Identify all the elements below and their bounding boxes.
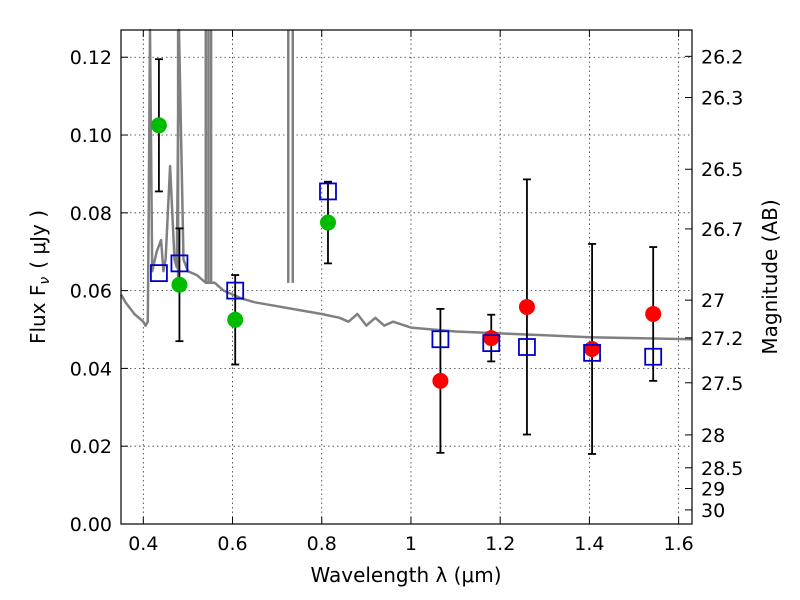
x-tick-label: 1.6: [664, 533, 694, 555]
x-tick-label: 0.8: [307, 533, 337, 555]
red-point: [432, 372, 449, 389]
y-tick-label: 0.12: [70, 47, 112, 69]
green-point: [150, 117, 167, 134]
x-tick-label: 1.2: [485, 533, 515, 555]
mag-tick-label: 26.5: [701, 159, 743, 181]
data-markers: [150, 117, 663, 389]
y-tick-label: 0.04: [70, 358, 112, 380]
y-tick-label: 0.08: [70, 203, 112, 225]
green-point: [171, 276, 188, 293]
mag-tick-label: 27: [701, 290, 725, 312]
mag-tick-label: 26.2: [701, 46, 743, 68]
x-axis-label: Wavelength λ (μm): [310, 563, 501, 587]
model-square-marker: [319, 182, 337, 201]
y-axis-left: 0.00 0.02 0.04 0.06 0.08 0.10 0.12: [70, 47, 128, 536]
x-tick-label: 0.4: [128, 533, 158, 555]
model-square-marker: [644, 347, 663, 366]
x-tick-label: 1: [405, 533, 417, 555]
red-point: [645, 305, 662, 322]
x-axis: 0.4 0.6 0.8 1 1.2 1.4 1.6: [128, 30, 694, 555]
mag-tick-label: 28: [701, 425, 725, 447]
y2-axis-label-group: Magnitude (AB): [758, 199, 782, 354]
y-axis-label-subscript: ν: [37, 277, 53, 285]
model-square-marker: [482, 334, 501, 353]
model-square-marker: [518, 338, 536, 356]
model-square-marker: [583, 343, 601, 362]
x-tick-label: 1.4: [574, 533, 604, 555]
green-point: [227, 311, 244, 328]
green-point: [319, 214, 336, 231]
red-point: [483, 330, 500, 347]
mag-tick-label: 27.2: [701, 328, 743, 350]
x-tick-label: 0.6: [217, 533, 247, 555]
y-tick-label: 0.00: [70, 514, 112, 536]
plot-frame: [120, 29, 693, 525]
model-square-marker: [226, 281, 245, 300]
mag-tick-label: 29: [701, 479, 725, 501]
svg-text:Flux Fν( μJy ): Flux Fν ( μJy ): [26, 210, 53, 344]
y-axis-label-unit: ( μJy ): [26, 210, 50, 269]
y-axis-label: Flux F: [26, 285, 50, 344]
mag-tick-label: 26.7: [701, 219, 743, 241]
mag-tick-label: 28.5: [701, 458, 743, 480]
y-tick-label: 0.06: [70, 281, 112, 303]
model-square-marker: [150, 264, 168, 283]
mag-tick-label: 27.5: [701, 373, 743, 395]
plot-background: [121, 30, 692, 524]
red-point: [584, 340, 601, 357]
model-square-marker: [431, 330, 450, 349]
y2-axis-label: Magnitude (AB): [758, 199, 782, 354]
y-tick-label: 0.02: [70, 436, 112, 458]
red-point: [518, 298, 535, 315]
y-tick-label: 0.10: [70, 125, 112, 147]
y-axis-label-group: Flux Fν ( μJy ): [26, 210, 53, 344]
mag-tick-label: 26.3: [701, 87, 743, 109]
mag-tick-label: 30: [701, 500, 725, 522]
model-square-marker: [170, 254, 189, 273]
